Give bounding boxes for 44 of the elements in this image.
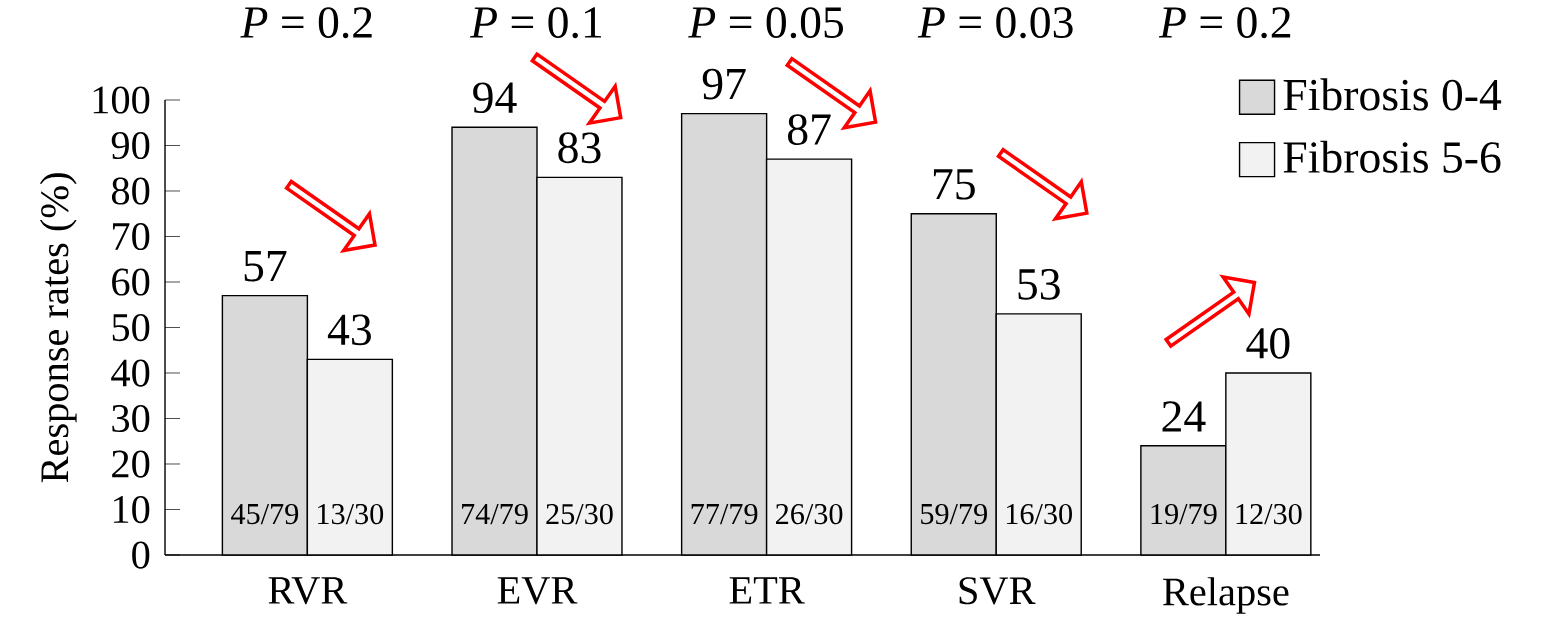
y-tick-label: 40 <box>111 359 150 387</box>
annotation: 45/79 <box>231 503 299 525</box>
annotation: 12/30 <box>1236 503 1302 525</box>
y-tick-label: 100 <box>93 86 150 114</box>
data-label: 57 <box>244 251 287 282</box>
x-tick-label: SVR <box>959 577 1036 605</box>
y-tick-label: 90 <box>111 131 150 160</box>
x-tick-label: RVR <box>268 577 348 605</box>
annotation: 26/30 <box>775 503 843 525</box>
legend-label: Fibrosis 5-6 <box>1283 140 1501 173</box>
annotation: 25/30 <box>546 503 613 525</box>
text: P = 0.2 <box>240 7 372 39</box>
y-tick-label: 20 <box>112 450 150 478</box>
y-tick-label: 10 <box>113 495 150 524</box>
data-label: 24 <box>1162 401 1206 432</box>
data-label: 53 <box>1018 268 1060 300</box>
data-label: 83 <box>558 132 601 164</box>
data-label: 43 <box>327 314 371 346</box>
text: P = 0.2 <box>1158 7 1291 39</box>
annotation: 77/79 <box>691 503 758 525</box>
text: P = 0.1 <box>469 7 602 39</box>
x-tick-label: ETR <box>729 577 805 604</box>
y-tick-label: 70 <box>113 222 150 251</box>
y-tick-label: 30 <box>112 404 150 433</box>
y-tick-label: 0 <box>132 541 150 569</box>
x-tick-label: Relapse <box>1163 577 1289 614</box>
text: P = 0.03 <box>917 7 1073 39</box>
data-label: 40 <box>1246 328 1290 359</box>
data-label: 75 <box>933 169 975 200</box>
y-tick-label: 60 <box>112 268 150 296</box>
data-label: 94 <box>473 82 517 114</box>
legend-label: Fibrosis 0-4 <box>1283 78 1502 111</box>
annotation: 13/30 <box>318 503 384 525</box>
y-tick-label: 80 <box>111 177 150 205</box>
data-label: 97 <box>702 68 746 100</box>
annotation: 59/79 <box>921 503 987 525</box>
y-tick-label: 50 <box>112 313 150 342</box>
text: P = 0.05 <box>688 7 844 39</box>
annotation: 16/30 <box>1006 503 1072 525</box>
annotation: 19/79 <box>1151 503 1217 525</box>
y-axis-title: Response rates (%) <box>39 173 77 483</box>
annotation: 74/79 <box>462 503 528 525</box>
data-label: 87 <box>788 114 831 145</box>
x-tick-label: EVR <box>497 577 578 605</box>
